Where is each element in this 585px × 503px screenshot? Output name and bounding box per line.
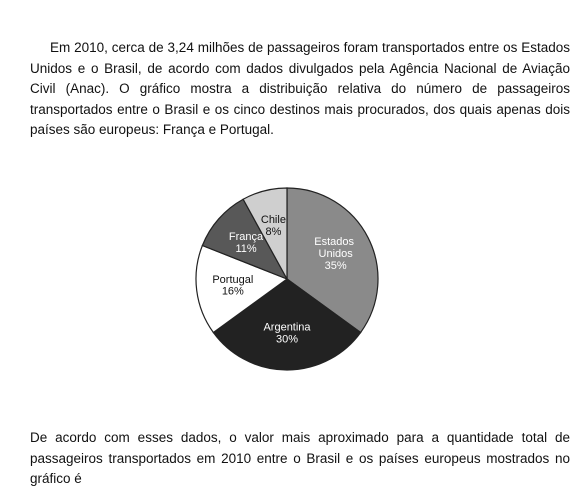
pie-slice <box>195 244 289 334</box>
intro-paragraph: Em 2010, cerca de 3,24 milhões de passag… <box>30 40 570 137</box>
slice-label-line: Unidos <box>319 248 354 260</box>
slice-value-label: 35% <box>325 260 347 272</box>
pie-slice <box>242 187 288 280</box>
question-paragraph: De acordo com esses dados, o valor mais … <box>30 430 570 486</box>
slice-label: França <box>229 231 264 243</box>
slice-label: Estados Unidos <box>314 236 357 260</box>
slice-label-line: França <box>229 231 264 243</box>
slice-value-label: 11% <box>235 243 256 255</box>
slice-value-label: 8% <box>265 226 281 238</box>
pie-slice <box>212 278 362 371</box>
slice-label-line: Argentina <box>263 322 311 334</box>
slice-value-label: 16% <box>222 286 244 298</box>
slice-label: Chile <box>261 214 286 226</box>
slice-value-label: 30% <box>276 334 298 346</box>
slice-label-line: Estados <box>314 236 357 248</box>
pie-slice <box>286 187 379 334</box>
slice-label-line: Portugal <box>212 274 253 286</box>
slice-label-line: Chile <box>261 214 286 226</box>
slice-label: Portugal <box>212 274 253 286</box>
slice-label: Argentina <box>263 322 311 334</box>
